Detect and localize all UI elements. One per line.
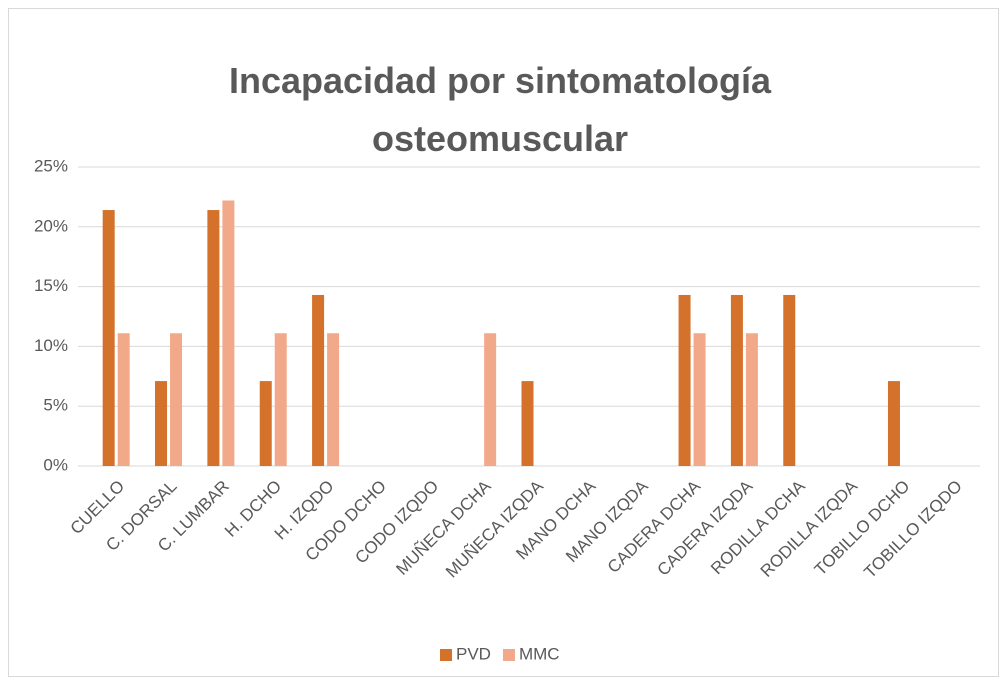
bar bbox=[259, 381, 272, 466]
bar bbox=[693, 333, 706, 466]
legend-swatch bbox=[502, 649, 515, 661]
legend-swatch bbox=[440, 649, 452, 661]
bar bbox=[102, 210, 115, 466]
bar bbox=[274, 333, 287, 466]
chart-title: Incapacidad por sintomatología osteomusc… bbox=[228, 60, 772, 159]
bar bbox=[312, 294, 325, 466]
bar bbox=[222, 200, 235, 466]
bar bbox=[730, 294, 743, 466]
bar bbox=[327, 333, 340, 466]
legend-label: PVD bbox=[456, 644, 491, 663]
y-tick-label: 0% bbox=[43, 455, 68, 474]
bar bbox=[745, 333, 758, 466]
bar bbox=[783, 294, 796, 466]
bar bbox=[117, 333, 130, 466]
bar bbox=[887, 381, 900, 466]
y-tick-label: 20% bbox=[34, 216, 68, 235]
legend-label: MMC bbox=[519, 644, 560, 663]
y-tick-label: 15% bbox=[34, 276, 68, 295]
bar bbox=[484, 333, 497, 466]
bar bbox=[155, 381, 168, 466]
y-tick-label: 25% bbox=[34, 156, 68, 175]
bar bbox=[678, 294, 691, 466]
bar bbox=[170, 333, 183, 466]
y-tick-label: 5% bbox=[43, 396, 68, 415]
bar bbox=[207, 210, 220, 466]
y-tick-label: 10% bbox=[34, 336, 68, 355]
bar bbox=[521, 381, 534, 466]
